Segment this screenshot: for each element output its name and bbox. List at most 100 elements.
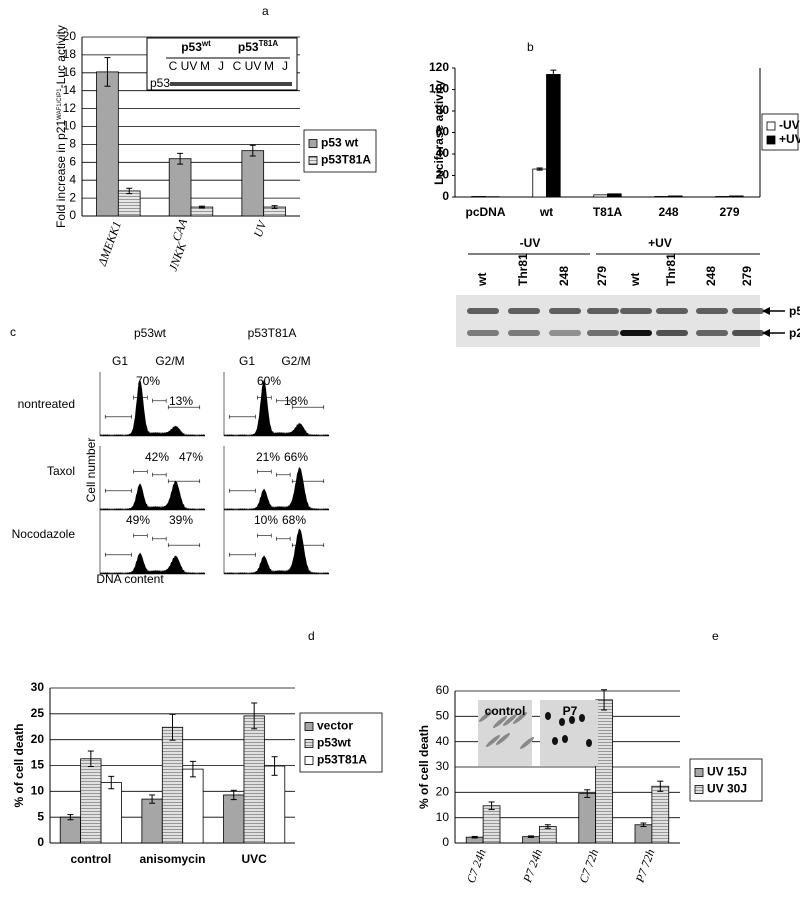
bar <box>532 168 547 198</box>
x-tick-label: P7 72h <box>632 847 657 885</box>
micrograph-label: P7 <box>563 704 578 718</box>
bar <box>243 715 265 844</box>
legend-label: p53T81A <box>321 153 371 167</box>
legend-label: p53T81A <box>317 753 367 767</box>
percentage: 60% <box>257 374 281 388</box>
y-tick-label: 50 <box>436 709 450 723</box>
legend-swatch <box>304 739 314 748</box>
category-text: ΔMEKK1 <box>94 219 123 268</box>
micrograph-label: control <box>485 704 526 718</box>
band-label: p53 <box>789 304 800 318</box>
row-label: nontreated <box>18 397 75 411</box>
category-text: T81A <box>593 205 623 219</box>
error-bar <box>550 69 557 80</box>
y-tick-label: 120 <box>429 60 449 74</box>
bar <box>263 765 286 844</box>
category-text: anisomycin <box>139 852 205 866</box>
error-bar <box>527 835 534 838</box>
blot-band <box>549 330 581 336</box>
legend-frame <box>299 712 383 773</box>
band-label: p21 <box>789 326 800 340</box>
micrograph <box>540 700 598 766</box>
lane-label: J <box>218 59 224 73</box>
category-superscript: CAA <box>169 216 190 243</box>
bar <box>538 826 557 844</box>
bar <box>595 699 613 844</box>
category-text: 248 <box>658 205 678 219</box>
x-tick-label: P7 24h <box>520 847 545 885</box>
y-tick-label: 16 <box>63 65 77 79</box>
error-bar <box>544 824 551 829</box>
error-bar <box>640 822 647 828</box>
legend-label: UV 30J <box>707 782 747 796</box>
legend-swatch <box>308 139 318 148</box>
lane-label: Thr81 <box>664 253 678 286</box>
y-tick-label: 4 <box>69 172 76 186</box>
x-tick-label: wt <box>539 205 553 219</box>
y-tick-label: 8 <box>69 137 76 151</box>
phase-label: G2/M <box>155 354 184 368</box>
x-tick-label: JNKKCAA <box>159 216 197 273</box>
band-label: p53 <box>150 76 170 90</box>
cell <box>478 710 494 722</box>
blot-band <box>549 308 581 314</box>
cell <box>545 712 551 720</box>
bar <box>59 816 82 844</box>
bar <box>96 71 119 217</box>
legend-label: p53 wt <box>321 136 358 150</box>
legend-swatch <box>766 121 776 131</box>
y-tick-label: 15 <box>31 758 45 772</box>
y-tick-label: 20 <box>436 785 450 799</box>
y-tick-label: 80 <box>436 103 450 117</box>
error-bar <box>488 801 495 811</box>
blot-band <box>732 330 764 336</box>
category-text: 279 <box>719 205 739 219</box>
blot-band <box>732 308 764 314</box>
lane-label: UV <box>181 59 198 73</box>
percentage: 13% <box>169 394 193 408</box>
bar <box>651 785 670 844</box>
lane-label: M <box>200 59 210 73</box>
bar <box>593 194 608 198</box>
group-name: p53 <box>181 40 202 54</box>
lane-label: J <box>282 59 288 73</box>
bar <box>223 794 245 844</box>
y-tick-label: 40 <box>436 734 450 748</box>
bar <box>241 150 265 217</box>
legend-label: vector <box>317 719 353 733</box>
histogram <box>100 552 205 574</box>
lane-label: 279 <box>740 266 754 286</box>
percentage: 49% <box>126 513 150 527</box>
y-tick-label: 20 <box>31 732 45 746</box>
cell <box>502 714 518 726</box>
lane-label: M <box>264 59 274 73</box>
bar <box>100 782 122 844</box>
category-text: P7 24h <box>520 847 545 885</box>
cell <box>485 735 501 747</box>
legend-swatch <box>694 785 704 794</box>
blot-band <box>587 308 619 314</box>
inset-frame <box>146 37 298 91</box>
y-label-part: -Luc activity <box>54 25 68 88</box>
blot-band <box>508 330 540 336</box>
bar <box>546 74 561 198</box>
category-text: P7 72h <box>632 847 657 885</box>
error-bar <box>584 789 591 798</box>
legend-label: +UV <box>779 132 800 146</box>
error-bar <box>67 814 74 821</box>
cell <box>552 737 558 745</box>
bar <box>117 190 141 217</box>
y-tick-label: 6 <box>69 154 76 168</box>
lane-label: Thr81 <box>516 253 530 286</box>
y-tick-label: 60 <box>436 683 450 697</box>
group-name: p53 <box>238 40 259 54</box>
arrow-head <box>762 307 770 315</box>
cell <box>495 733 511 745</box>
bar <box>668 195 683 198</box>
percentage: 18% <box>284 394 308 408</box>
blot-band <box>696 330 728 336</box>
y-tick-label: 14 <box>63 83 77 97</box>
lane-label: 248 <box>704 266 718 286</box>
percentage: 68% <box>282 513 306 527</box>
lane-label: wt <box>628 273 642 287</box>
